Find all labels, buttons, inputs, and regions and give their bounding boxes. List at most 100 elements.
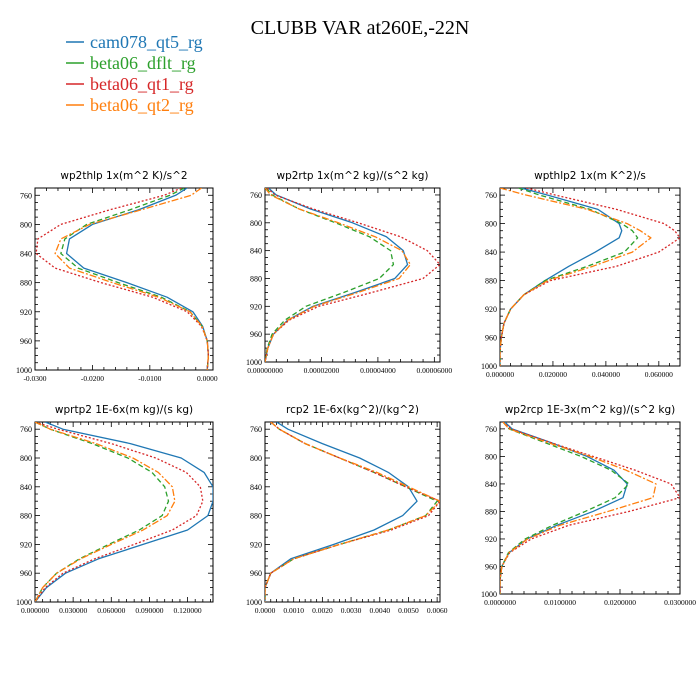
x-tick-label: 0.0040 xyxy=(369,606,390,615)
y-tick-label: 880 xyxy=(20,279,32,288)
x-tick-label: 0.060000 xyxy=(97,606,125,615)
panel-4: wprtp2 1E-6x(m kg)/(s kg) 760 800 840 880 920… xyxy=(16,404,214,615)
series-line-beta06_dflt_rg xyxy=(265,422,438,602)
series-line-beta06_dflt_rg xyxy=(265,188,395,362)
y-tick-label: 920 xyxy=(250,540,262,549)
y-tick-label: 960 xyxy=(250,569,262,578)
panel-2: wp2rtp 1x(m^2 kg)/(s^2 kg) 760 800 840 880 92… xyxy=(246,170,452,375)
series-line-beta06_qt1_rg xyxy=(500,422,680,594)
y-tick-label: 960 xyxy=(485,334,497,343)
y-tick-label: 760 xyxy=(485,191,497,200)
x-tick-label: 0.0000 xyxy=(255,606,276,615)
y-tick-label: 1000 xyxy=(481,362,497,371)
legend-label-cam078_qt5_rg: cam078_qt5_rg xyxy=(90,32,203,52)
series-line-beta06_qt2_rg xyxy=(500,422,657,594)
series-group xyxy=(265,422,440,602)
series-group xyxy=(500,422,680,594)
series-line-beta06_qt2_rg xyxy=(265,422,440,602)
series-line-beta06_dflt_rg xyxy=(500,422,630,594)
y-tick-label: 880 xyxy=(250,274,262,283)
y-tick-label: 960 xyxy=(250,330,262,339)
x-tick-label: -0.0300 xyxy=(23,374,46,383)
x-tick-label: 0.0030 xyxy=(341,606,362,615)
plot-frame xyxy=(34,421,214,603)
series-line-beta06_dflt_rg xyxy=(60,188,210,370)
series-line-beta06_qt1_rg xyxy=(35,422,204,602)
panel-title: wp2rtp 1x(m^2 kg)/(s^2 kg) xyxy=(276,170,428,182)
series-line-beta06_dflt_rg xyxy=(35,422,170,602)
x-tick-label: 0.020000 xyxy=(539,370,567,379)
y-tick-label: 1000 xyxy=(481,590,497,599)
y-tick-label: 840 xyxy=(20,250,32,259)
x-tick-label: 0.00006000 xyxy=(417,366,453,375)
panel-title: wp2thlp 1x(m^2 K)/s^2 xyxy=(60,170,187,182)
x-tick-label: 0.0300000 xyxy=(664,598,696,607)
y-tick-label: 760 xyxy=(20,191,32,200)
series-line-beta06_qt1_rg xyxy=(500,188,680,366)
x-tick-label: 0.00004000 xyxy=(360,366,396,375)
panel-title: wpthlp2 1x(m K^2)/s xyxy=(534,170,646,182)
plot-frame xyxy=(264,187,441,363)
panel-1: wp2thlp 1x(m^2 K)/s^2 760 800 840 880 920 960 1… xyxy=(16,170,218,383)
series-line-beta06_qt1_rg xyxy=(265,188,440,362)
x-tick-label: 0.0000000 xyxy=(484,598,516,607)
legend: cam078_qt5_rgbeta06_dflt_rgbeta06_qt1_rg… xyxy=(66,32,203,115)
y-tick-label: 800 xyxy=(485,452,497,461)
panel-6: wp2rcp 1E-3x(m^2 kg)/(s^2 kg) 760 800 840 88… xyxy=(481,404,696,607)
x-tick-label: 0.0060 xyxy=(427,606,448,615)
y-tick-label: 880 xyxy=(20,512,32,521)
x-tick-label: 0.090000 xyxy=(135,606,163,615)
y-tick-label: 880 xyxy=(485,507,497,516)
x-tick-label: 0.030000 xyxy=(59,606,87,615)
plot-frame xyxy=(264,421,441,603)
series-group xyxy=(35,422,213,602)
series-line-beta06_dflt_rg xyxy=(500,188,639,366)
x-tick-label: 0.000000 xyxy=(486,370,514,379)
series-line-cam078_qt5_rg xyxy=(65,188,210,370)
y-tick-label: 1000 xyxy=(16,366,32,375)
plot-frame xyxy=(34,187,214,371)
y-tick-label: 1000 xyxy=(246,358,262,367)
y-tick-label: 960 xyxy=(20,569,32,578)
chart-panels: wp2thlp 1x(m^2 K)/s^2 760 800 840 880 920 960 1… xyxy=(16,170,696,615)
y-tick-label: 880 xyxy=(250,512,262,521)
y-tick-label: 920 xyxy=(485,535,497,544)
y-tick-label: 800 xyxy=(250,454,262,463)
x-tick-label: 0.00000000 xyxy=(247,366,283,375)
y-tick-label: 920 xyxy=(250,302,262,311)
x-tick-label: 0.0000 xyxy=(197,374,218,383)
y-tick-label: 760 xyxy=(250,425,262,434)
panel-title: rcp2 1E-6x(kg^2)/(kg^2) xyxy=(286,404,419,416)
y-tick-label: 800 xyxy=(250,219,262,228)
series-line-beta06_qt1_rg xyxy=(265,422,440,602)
y-tick-label: 840 xyxy=(250,483,262,492)
plot-frame xyxy=(499,421,681,595)
series-line-beta06_qt2_rg xyxy=(500,188,652,366)
series-group xyxy=(265,188,440,362)
y-tick-label: 880 xyxy=(485,277,497,286)
x-tick-label: 0.0100000 xyxy=(544,598,576,607)
y-tick-label: 960 xyxy=(485,562,497,571)
x-tick-label: 0.0050 xyxy=(398,606,419,615)
legend-label-beta06_qt2_rg: beta06_qt2_rg xyxy=(90,95,194,115)
y-tick-label: 840 xyxy=(485,248,497,257)
y-tick-label: 960 xyxy=(20,337,32,346)
y-tick-label: 800 xyxy=(20,454,32,463)
y-tick-label: 1000 xyxy=(16,598,32,607)
x-tick-label: 0.060000 xyxy=(645,370,673,379)
x-tick-label: 0.00002000 xyxy=(304,366,340,375)
panel-title: wprtp2 1E-6x(m kg)/(s kg) xyxy=(55,404,193,416)
y-tick-label: 760 xyxy=(20,425,32,434)
y-tick-label: 840 xyxy=(250,247,262,256)
y-tick-label: 800 xyxy=(20,220,32,229)
panel-3: wpthlp2 1x(m K^2)/s 760 800 840 880 920 960 100… xyxy=(481,170,681,379)
y-tick-label: 840 xyxy=(20,483,32,492)
y-tick-label: 800 xyxy=(485,220,497,229)
series-group xyxy=(35,188,210,370)
figure-title: CLUBB VAR at260E,-22N xyxy=(251,17,470,39)
y-tick-label: 920 xyxy=(485,305,497,314)
y-tick-label: 920 xyxy=(20,308,32,317)
panel-title: wp2rcp 1E-3x(m^2 kg)/(s^2 kg) xyxy=(505,404,676,416)
x-tick-label: 0.0200000 xyxy=(604,598,636,607)
